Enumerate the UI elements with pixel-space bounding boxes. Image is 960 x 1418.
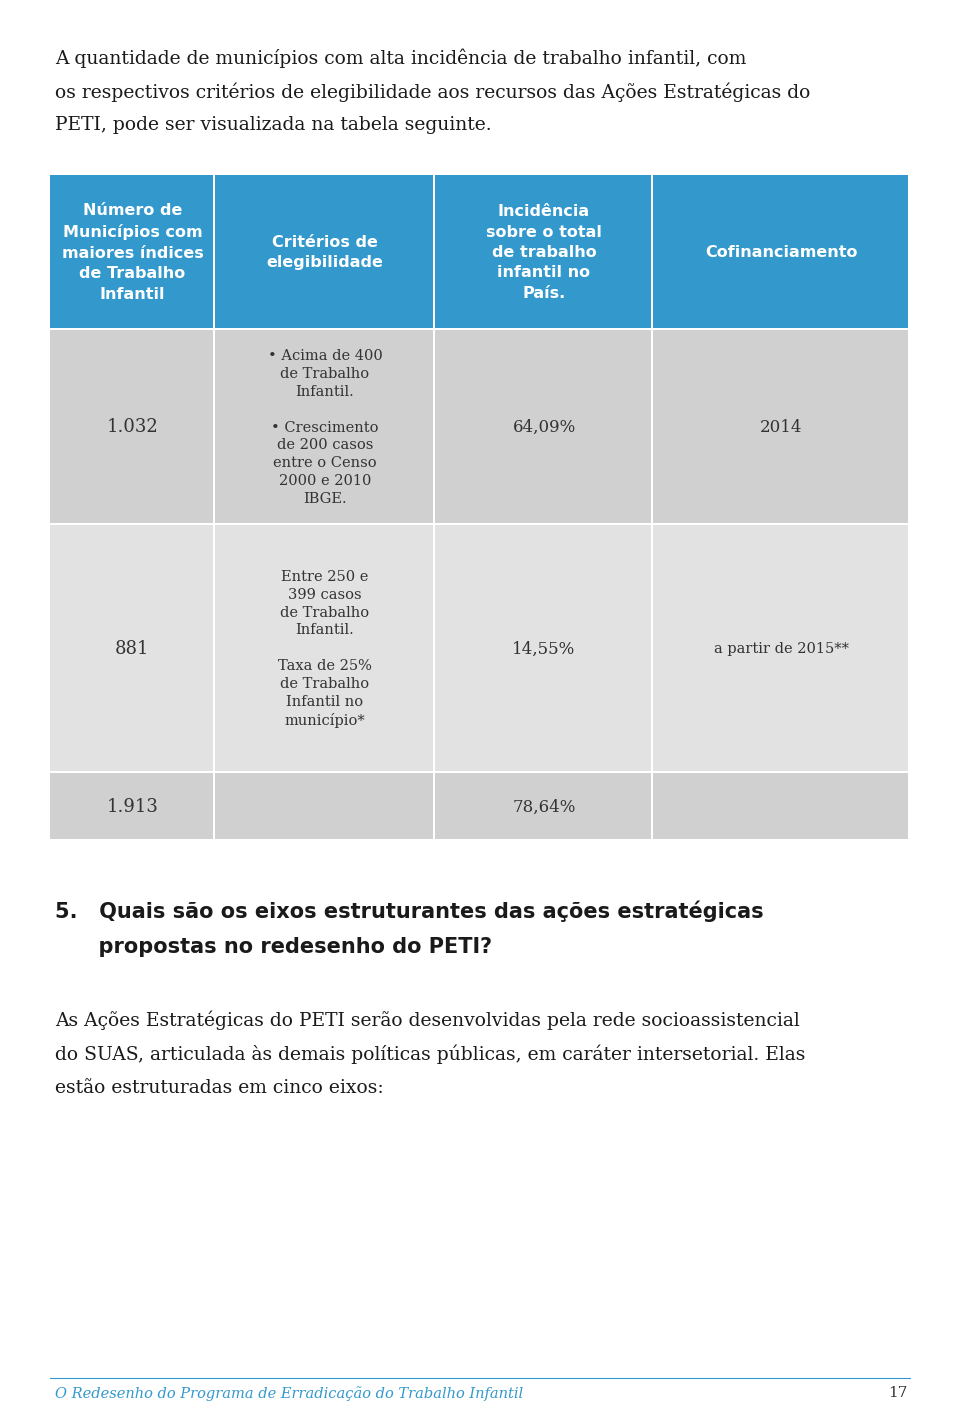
Text: Cofinanciamento: Cofinanciamento — [706, 245, 857, 259]
Bar — [50, 174, 213, 328]
Text: 14,55%: 14,55% — [513, 641, 576, 658]
Text: Incidência
sobre o total
de trabalho
infantil no
País.: Incidência sobre o total de trabalho inf… — [486, 204, 602, 301]
Text: Número de
Municípios com
maiores índices
de Trabalho
Infantil: Número de Municípios com maiores índices… — [61, 203, 204, 302]
Text: 1.032: 1.032 — [107, 418, 158, 437]
Text: 2014: 2014 — [760, 418, 803, 435]
Bar — [50, 773, 213, 839]
Text: Entre 250 e
399 casos
de Trabalho
Infantil.

Taxa de 25%
de Trabalho
Infantil no: Entre 250 e 399 casos de Trabalho Infant… — [278, 570, 372, 727]
Text: • Acima de 400
de Trabalho
Infantil.

• Crescimento
de 200 casos
entre o Censo
2: • Acima de 400 de Trabalho Infantil. • C… — [268, 349, 382, 506]
Text: os respectivos critérios de elegibilidade aos recursos das Ações Estratégicas do: os respectivos critérios de elegibilidad… — [55, 82, 810, 102]
Text: estão estruturadas em cinco eixos:: estão estruturadas em cinco eixos: — [55, 1079, 384, 1098]
Text: 64,09%: 64,09% — [513, 418, 576, 435]
Bar — [435, 174, 651, 328]
Bar — [215, 525, 433, 771]
Bar — [653, 525, 908, 771]
Text: 881: 881 — [115, 640, 150, 658]
Bar — [435, 330, 651, 523]
Bar — [50, 330, 213, 523]
Text: 17: 17 — [889, 1385, 908, 1400]
Bar — [215, 174, 433, 328]
Text: O Redesenho do Programa de Erradicação do Trabalho Infantil: O Redesenho do Programa de Erradicação d… — [55, 1385, 523, 1401]
Text: 1.913: 1.913 — [107, 798, 158, 815]
Text: PETI, pode ser visualizada na tabela seguinte.: PETI, pode ser visualizada na tabela seg… — [55, 116, 492, 133]
Text: As Ações Estratégicas do PETI serão desenvolvidas pela rede socioassistencial: As Ações Estratégicas do PETI serão dese… — [55, 1011, 800, 1031]
Text: 78,64%: 78,64% — [513, 798, 576, 815]
Text: do SUAS, articulada às demais políticas públicas, em caráter intersetorial. Elas: do SUAS, articulada às demais políticas … — [55, 1045, 805, 1065]
Bar — [215, 330, 433, 523]
Text: A quantidade de municípios com alta incidência de trabalho infantil, com: A quantidade de municípios com alta inci… — [55, 48, 746, 68]
Bar — [50, 525, 213, 771]
Bar — [435, 525, 651, 771]
Bar — [215, 773, 433, 839]
Bar — [435, 773, 651, 839]
Text: propostas no redesenho do PETI?: propostas no redesenho do PETI? — [55, 937, 492, 957]
Bar — [653, 174, 908, 328]
Bar — [653, 330, 908, 523]
Bar — [653, 773, 908, 839]
Text: a partir de 2015**: a partir de 2015** — [714, 642, 849, 657]
Text: 5.   Quais são os eixos estruturantes das ações estratégicas: 5. Quais são os eixos estruturantes das … — [55, 900, 763, 923]
Text: Critérios de
elegibilidade: Critérios de elegibilidade — [267, 235, 383, 271]
